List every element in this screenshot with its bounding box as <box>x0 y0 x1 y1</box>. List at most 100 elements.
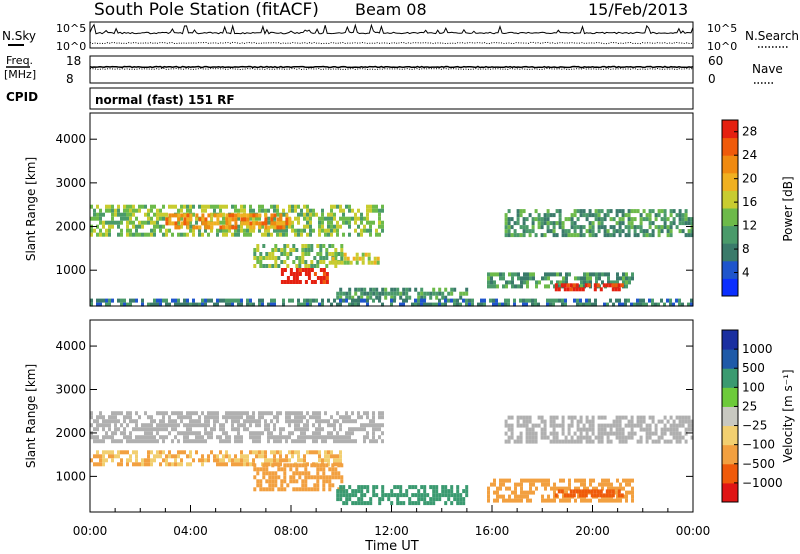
data-cell <box>331 244 335 248</box>
data-cell <box>375 287 379 292</box>
data-cell <box>514 486 517 491</box>
data-cell <box>267 302 270 307</box>
data-cell <box>304 483 308 488</box>
data-cell <box>234 228 237 233</box>
data-cell <box>222 232 225 237</box>
data-cell <box>195 220 198 225</box>
data-cell <box>546 213 550 218</box>
data-cell <box>315 419 318 424</box>
data-cell <box>606 431 610 436</box>
data-cell <box>306 450 309 455</box>
data-cell <box>252 415 255 420</box>
data-cell <box>198 419 201 424</box>
data-cell <box>210 435 213 440</box>
data-cell <box>297 411 300 416</box>
data-cell <box>168 415 171 420</box>
data-cell <box>271 487 275 492</box>
data-cell <box>237 419 240 424</box>
data-cell <box>690 225 694 230</box>
data-cell <box>303 423 306 428</box>
data-cell <box>252 216 255 221</box>
data-cell <box>168 462 171 467</box>
data-cell <box>117 427 120 432</box>
data-cell <box>544 276 547 281</box>
data-cell <box>516 213 520 218</box>
data-cell <box>108 232 111 237</box>
data-cell <box>288 224 291 229</box>
data-cell <box>514 494 517 499</box>
data-cell <box>574 498 577 503</box>
data-cell <box>669 431 673 436</box>
data-cell <box>354 298 357 303</box>
data-cell <box>207 213 211 218</box>
data-cell <box>99 216 102 221</box>
data-cell <box>651 221 655 226</box>
data-cell <box>141 427 144 432</box>
data-cell <box>336 411 339 416</box>
data-cell <box>204 439 207 444</box>
data-cell <box>669 221 673 226</box>
data-cell <box>604 498 607 503</box>
data-cell <box>147 232 150 237</box>
data-cell <box>585 427 589 432</box>
data-cell <box>369 204 372 209</box>
data-cell <box>381 302 384 307</box>
data-cell <box>675 431 679 436</box>
freq-strip-frame <box>89 55 694 84</box>
data-cell <box>387 497 391 502</box>
data-cell <box>547 482 550 487</box>
data-cell <box>627 419 631 424</box>
data-cell <box>240 450 243 455</box>
data-cell <box>156 208 159 213</box>
data-cell <box>480 298 483 303</box>
data-cell <box>438 291 442 296</box>
data-cell <box>201 302 204 307</box>
data-cell <box>322 487 326 492</box>
data-cell <box>566 283 570 288</box>
data-cell <box>282 221 286 226</box>
data-cell <box>246 462 249 467</box>
data-cell <box>657 439 661 444</box>
data-cell <box>525 298 528 303</box>
data-cell <box>330 212 333 217</box>
data-cell <box>243 427 246 432</box>
data-cell <box>588 225 592 230</box>
data-cell <box>384 295 388 300</box>
data-cell <box>378 224 381 229</box>
data-cell <box>282 427 285 432</box>
data-cell <box>520 490 523 495</box>
data-cell <box>414 298 417 303</box>
data-cell <box>225 213 229 218</box>
data-cell <box>663 217 667 222</box>
data-cell <box>678 229 682 234</box>
data-cell <box>96 419 99 424</box>
data-cell <box>243 423 246 428</box>
data-cell <box>162 458 165 463</box>
data-cell <box>207 232 210 237</box>
data-cell <box>372 208 375 213</box>
data-cell <box>657 229 661 234</box>
data-cell <box>294 228 297 233</box>
data-cell <box>546 209 550 214</box>
data-cell <box>633 225 637 230</box>
data-cell <box>228 221 232 226</box>
data-cell <box>593 283 597 288</box>
data-cell <box>292 276 296 280</box>
data-cell <box>126 439 129 444</box>
data-cell <box>340 463 344 468</box>
data-cell <box>596 283 600 288</box>
data-cell <box>216 232 219 237</box>
data-cell <box>267 411 270 416</box>
data-cell <box>336 204 339 209</box>
data-cell <box>295 280 299 284</box>
power-data <box>90 204 694 307</box>
data-cell <box>429 302 432 307</box>
data-cell <box>280 467 284 472</box>
data-cell <box>499 486 502 491</box>
data-cell <box>678 209 682 214</box>
data-cell <box>306 216 309 221</box>
data-cell <box>636 419 640 424</box>
data-cell <box>265 252 269 256</box>
data-cell <box>438 298 441 303</box>
data-cell <box>423 485 427 490</box>
